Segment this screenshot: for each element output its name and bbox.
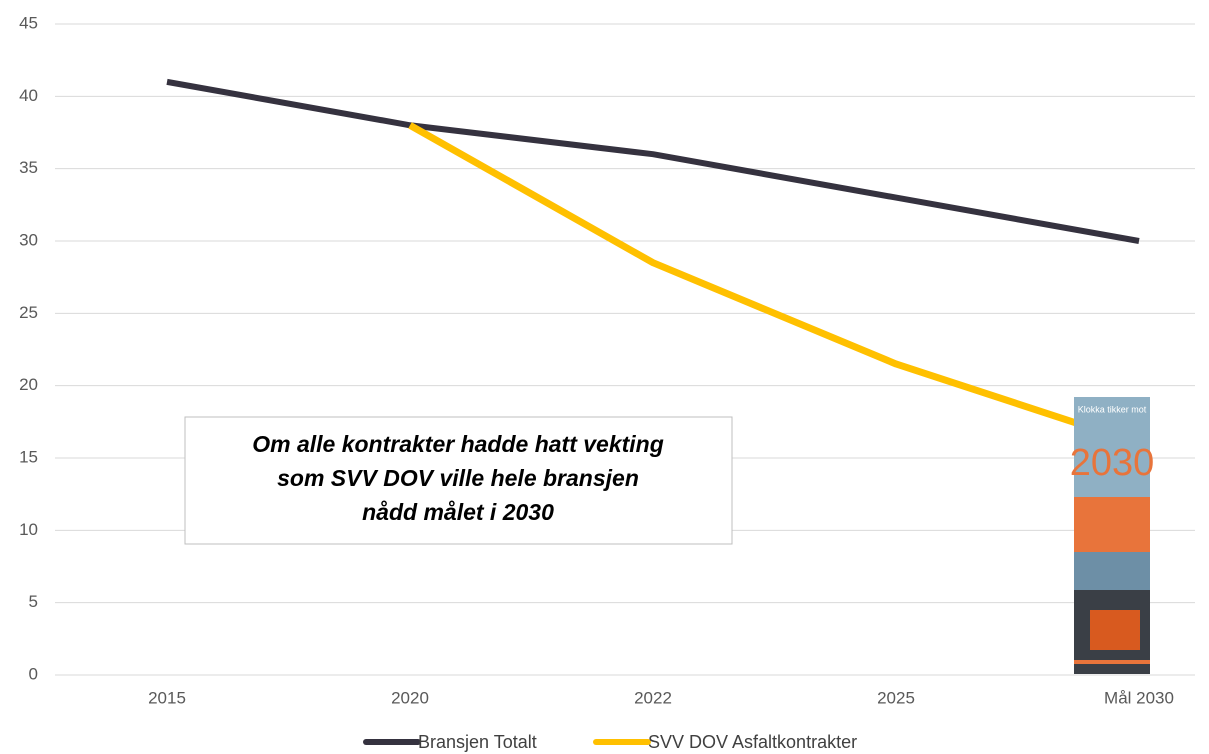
y-tick-label: 0 xyxy=(29,664,38,683)
y-tick-label: 15 xyxy=(19,447,38,466)
series-line xyxy=(408,122,1141,447)
cover-title: Klokka tikker mot xyxy=(1078,404,1147,414)
series-line xyxy=(166,78,1140,244)
annotation-text: nådd målet i 2030 xyxy=(362,499,554,525)
annotation-text: som SVV DOV ville hele bransjen xyxy=(277,465,639,491)
x-tick-label: 2015 xyxy=(148,688,186,707)
cover-image: Klokka tikker mot 2030 xyxy=(1070,397,1155,674)
y-tick-label: 5 xyxy=(29,592,38,611)
annotation-box xyxy=(184,416,733,545)
cover-year: 2030 xyxy=(1070,442,1155,484)
y-tick-label: 10 xyxy=(19,520,38,539)
y-tick-label: 45 xyxy=(19,13,38,32)
x-tick-label: Mål 2030 xyxy=(1104,688,1174,707)
y-tick-label: 25 xyxy=(19,303,38,322)
x-tick-label: 2022 xyxy=(634,688,672,707)
x-tick-label: 2025 xyxy=(877,688,915,707)
y-tick-label: 20 xyxy=(19,375,38,394)
legend-label: Bransjen Totalt xyxy=(418,732,537,752)
y-tick-label: 30 xyxy=(19,230,38,249)
legend-label: SVV DOV Asfaltkontrakter xyxy=(648,732,857,752)
y-tick-label: 40 xyxy=(19,86,38,105)
annotation-text: Om alle kontrakter hadde hatt vekting xyxy=(252,431,664,457)
y-tick-label: 35 xyxy=(19,158,38,177)
x-tick-label: 2020 xyxy=(391,688,429,707)
